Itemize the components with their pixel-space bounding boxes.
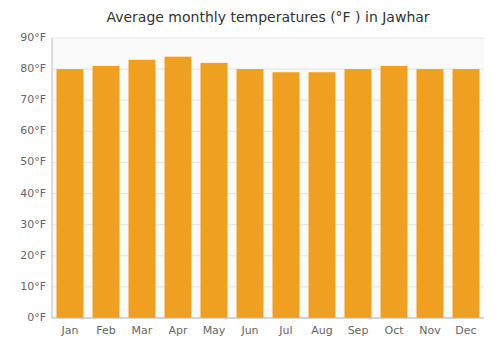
- y-tick-label: 20°F: [20, 249, 46, 262]
- y-tick-label: 60°F: [20, 124, 46, 137]
- x-tick-label: May: [203, 324, 226, 337]
- bar: [57, 69, 84, 318]
- bar: [417, 69, 444, 318]
- y-tick-label: 30°F: [20, 218, 46, 231]
- bars: [57, 57, 480, 318]
- y-tick-label: 80°F: [20, 62, 46, 75]
- y-tick-label: 50°F: [20, 155, 46, 168]
- title: Average monthly temperatures (°F ) in Ja…: [106, 9, 429, 25]
- grid-line: [52, 38, 484, 39]
- bar: [93, 66, 120, 318]
- chart-svg: 0°F 10°F 20°F 30°F 40°F 50°F 60°F 70°F 80°F 90°F J…: [0, 0, 500, 350]
- x-axis-line: [52, 318, 484, 319]
- x-tick-label: Feb: [96, 324, 115, 337]
- x-tick-label: Jan: [61, 324, 79, 337]
- bar: [165, 57, 192, 318]
- bar: [129, 60, 156, 318]
- x-tick-label: Oct: [384, 324, 404, 337]
- x-tick-label: Aug: [311, 324, 332, 337]
- bar: [237, 69, 264, 318]
- x-tick-label: Apr: [168, 324, 188, 337]
- y-tick-label: 90°F: [20, 31, 46, 44]
- x-tick-label: Jun: [240, 324, 258, 337]
- bar: [309, 72, 336, 318]
- x-tick-label: Sep: [348, 324, 369, 337]
- y-tick-label: 40°F: [20, 187, 46, 200]
- y-tick-label: 10°F: [20, 280, 46, 293]
- bar: [453, 69, 480, 318]
- x-tick-label: Dec: [455, 324, 476, 337]
- bar: [381, 66, 408, 318]
- y-tick-label: 0°F: [27, 311, 46, 324]
- bar: [273, 72, 300, 318]
- bar: [345, 69, 372, 318]
- y-axis-line: [52, 38, 53, 318]
- x-tick-label: Jul: [278, 324, 292, 337]
- bar: [201, 63, 228, 318]
- grid-line: [52, 318, 484, 319]
- x-tick-label: Mar: [132, 324, 153, 337]
- chart-container: 0°F 10°F 20°F 30°F 40°F 50°F 60°F 70°F 80°F 90°F J…: [0, 0, 500, 350]
- plot-background: [52, 38, 484, 318]
- y-tick-label: 70°F: [20, 93, 46, 106]
- x-tick-label: Nov: [419, 324, 441, 337]
- grid: [52, 38, 484, 318]
